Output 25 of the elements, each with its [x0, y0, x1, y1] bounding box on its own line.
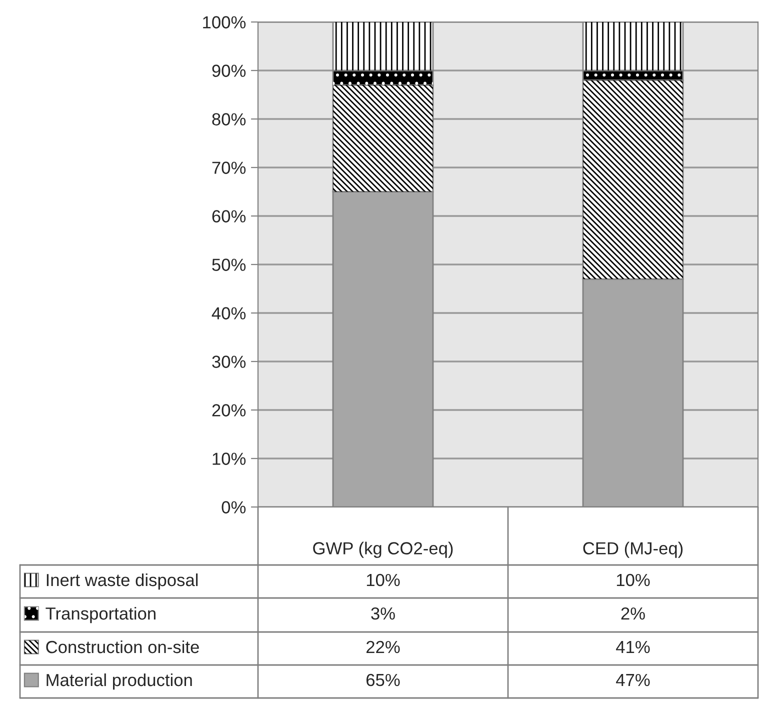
y-tick-label: 20% [212, 404, 246, 416]
y-tick-label: 90% [212, 64, 246, 77]
y-tick-label: 80% [212, 113, 246, 126]
y-tick-label: 0% [222, 501, 246, 514]
data-label: 3% [371, 607, 395, 620]
y-tick-label: 70% [212, 162, 246, 174]
y-tick-label: 50% [212, 258, 246, 271]
data-label: 10% [616, 574, 650, 586]
y-tick-label: 60% [212, 210, 246, 222]
data-label: 47% [616, 674, 650, 686]
legend-label: Construction on-site [46, 640, 199, 654]
legend-label: Material production [46, 673, 192, 690]
x-tick-label: CED (MJ-eq) [583, 542, 683, 558]
data-label: 10% [366, 574, 400, 586]
data-label: 65% [366, 674, 400, 686]
data-label: 22% [366, 640, 400, 654]
data-label: 41% [616, 640, 650, 654]
y-tick-label: 30% [212, 356, 246, 368]
data-label: 2% [621, 607, 645, 620]
legend-label: Transportation [46, 606, 156, 624]
x-tick-label: GWP (kg CO2-eq) [313, 542, 453, 558]
y-tick-label: 10% [212, 452, 246, 465]
y-tick-label: 40% [212, 307, 246, 320]
legend-label: Inert waste disposal [46, 573, 198, 590]
y-tick-label: 100% [203, 16, 246, 28]
